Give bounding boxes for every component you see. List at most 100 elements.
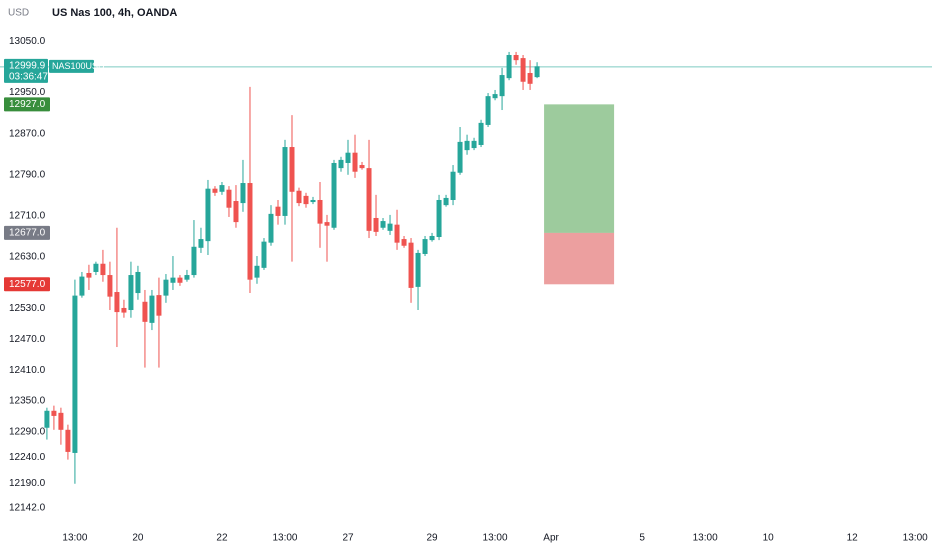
candle-body (520, 58, 526, 82)
candle-body (422, 239, 428, 254)
y-tick-label: 12710.0 (9, 211, 46, 222)
candle-body (156, 295, 162, 316)
candle-body (107, 275, 113, 297)
candle-body (177, 277, 183, 283)
x-tick-label: 22 (216, 533, 228, 544)
candle-body (275, 206, 281, 216)
candle-body (240, 183, 246, 204)
x-tick-label: 12 (847, 533, 859, 544)
candle-body (128, 275, 134, 311)
entry-tag (4, 225, 50, 240)
candle-body (233, 201, 239, 223)
loss-zone (544, 232, 615, 285)
candle-body (380, 221, 386, 228)
candle-body (261, 241, 267, 268)
symbol-tag (49, 59, 94, 73)
y-tick-label: 12950.0 (9, 87, 46, 98)
entry-tag-label: 12677.0 (9, 228, 46, 239)
candle-body (387, 223, 393, 231)
x-tick-label: 13:00 (903, 533, 928, 544)
candle-body (401, 239, 407, 246)
candle-body (184, 275, 190, 280)
candle-body (86, 272, 92, 278)
candle-body (135, 271, 141, 294)
candle-body (471, 140, 477, 149)
last-price-tag (4, 58, 48, 83)
x-tick-label: 13:00 (62, 533, 87, 544)
candle-body (142, 301, 148, 322)
target-tag-label: 12927.0 (9, 99, 46, 110)
candle-body (492, 94, 498, 99)
x-tick-label: 10 (763, 533, 775, 544)
x-tick-label: 20 (132, 533, 144, 544)
candle-body (457, 141, 463, 173)
candle-body (282, 147, 288, 216)
y-tick-label: 12470.0 (9, 334, 46, 345)
y-tick-label: 12530.0 (9, 303, 46, 314)
candle-body (534, 66, 540, 78)
candle-body (359, 165, 365, 169)
symbol-label: NAS100USD (52, 61, 105, 71)
x-tick-label: 27 (342, 533, 354, 544)
candle-body (65, 429, 71, 452)
last-price-label: 12999.9 (9, 61, 46, 72)
y-tick-label: 12350.0 (9, 396, 46, 407)
candle-body (268, 213, 274, 243)
x-tick-label: 29 (426, 533, 438, 544)
candle-body (506, 55, 512, 79)
candle-body (450, 171, 456, 200)
candle-body (58, 412, 64, 430)
candle-body (366, 168, 372, 231)
y-tick-label: 12290.0 (9, 427, 46, 438)
y-tick-label: 12240.0 (9, 452, 46, 463)
candle-body (219, 185, 225, 192)
candle-body (513, 55, 519, 61)
candle-body (485, 96, 491, 125)
candle-body (331, 162, 337, 228)
candle-body (310, 199, 316, 203)
candle-body (289, 147, 295, 192)
y-tick-label: 12790.0 (9, 169, 46, 180)
candle-body (317, 199, 323, 224)
candle-body (499, 75, 505, 97)
candle-body (415, 252, 421, 287)
candle-body (93, 263, 99, 272)
candle-body (114, 292, 120, 313)
y-tick-label: 12142.0 (9, 503, 46, 514)
candle-body (121, 307, 127, 313)
x-tick-label: 13:00 (483, 533, 508, 544)
candle-body (303, 195, 309, 205)
candle-body (254, 265, 260, 278)
countdown: 03:36:47 (9, 72, 48, 83)
y-tick-label: 12870.0 (9, 128, 46, 139)
profit-zone (544, 104, 615, 233)
y-unit: USD (8, 8, 29, 19)
target-tag (4, 97, 50, 112)
candle-body (205, 188, 211, 242)
candle-body (345, 152, 351, 163)
candle-body (436, 199, 442, 238)
candle-body (44, 410, 50, 428)
y-tick-label: 12630.0 (9, 252, 46, 263)
candle-body (226, 189, 232, 208)
x-tick-label: 13:00 (693, 533, 718, 544)
candle-body (394, 224, 400, 243)
candle-body (191, 246, 197, 276)
candle-body (464, 140, 470, 151)
candle-body (149, 295, 155, 323)
candle-body (51, 410, 57, 416)
candle-body (79, 276, 85, 296)
candle-body (429, 235, 435, 241)
candle-body (296, 190, 302, 204)
candle-body (72, 295, 78, 453)
candle-body (527, 73, 533, 84)
candle-body (408, 242, 414, 288)
chart-title: US Nas 100, 4h, OANDA (52, 7, 177, 19)
candle-body (198, 239, 204, 248)
x-tick-label: 5 (639, 533, 645, 544)
candle-body (100, 263, 106, 276)
candle-body (338, 159, 344, 169)
candle-body (212, 188, 218, 193)
